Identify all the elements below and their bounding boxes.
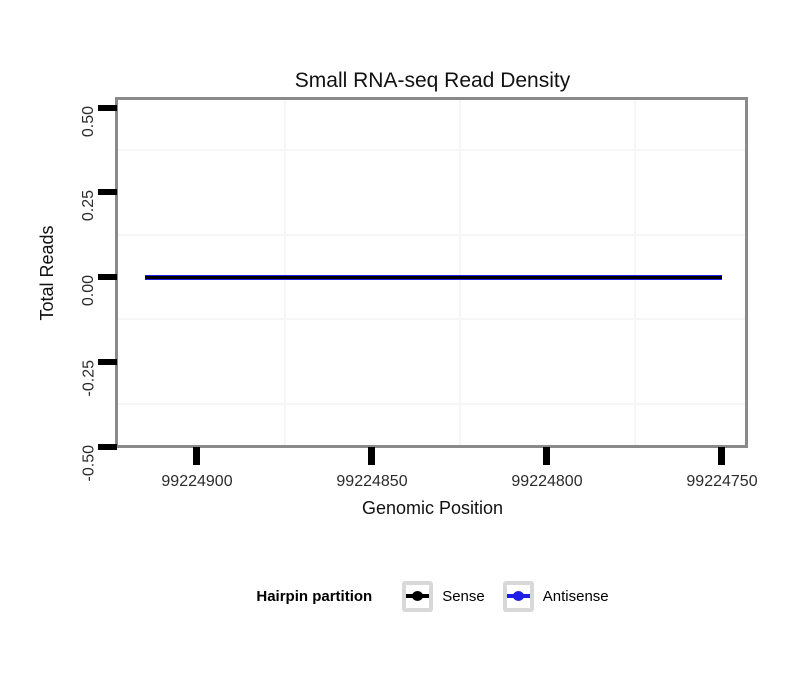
legend-item-antisense: Antisense bbox=[502, 580, 609, 612]
legend-key-dot bbox=[412, 591, 424, 601]
series-line-sense bbox=[144, 275, 722, 279]
minor-gridline-horizontal bbox=[118, 233, 745, 236]
y-axis-tick bbox=[98, 189, 117, 196]
panel-border bbox=[115, 97, 748, 448]
legend-title: Hairpin partition bbox=[256, 587, 373, 605]
chart-title: Small RNA-seq Read Density bbox=[294, 69, 571, 92]
y-axis-title: Total Reads bbox=[37, 225, 57, 321]
x-tick-label: 99224900 bbox=[161, 473, 233, 490]
legend: Hairpin partition Sense Antisense bbox=[117, 580, 748, 612]
y-tick-label: 0.50 bbox=[80, 105, 97, 137]
y-tick-label: -0.25 bbox=[80, 359, 97, 397]
legend-item-sense: Sense bbox=[402, 580, 485, 612]
minor-gridline-vertical bbox=[458, 100, 461, 445]
y-axis-tick bbox=[98, 358, 117, 365]
x-axis-title: Genomic Position bbox=[361, 498, 504, 518]
x-axis-tick bbox=[718, 447, 725, 465]
x-axis-tick bbox=[543, 447, 550, 465]
x-axis-tick bbox=[368, 447, 375, 465]
x-tick-label: 99224750 bbox=[686, 473, 758, 490]
legend-key-antisense-icon bbox=[502, 580, 534, 612]
minor-gridline-horizontal bbox=[118, 403, 745, 406]
y-axis-tick bbox=[98, 443, 117, 450]
y-axis-tick bbox=[98, 104, 117, 111]
y-tick-label: 0.00 bbox=[80, 275, 97, 307]
y-tick-label: 0.25 bbox=[80, 190, 97, 222]
minor-gridline-horizontal bbox=[118, 148, 745, 151]
y-axis-tick bbox=[98, 274, 117, 280]
minor-gridline-vertical bbox=[283, 100, 286, 445]
x-axis-tick bbox=[193, 447, 200, 465]
minor-gridline-vertical bbox=[633, 100, 636, 445]
minor-gridline-horizontal bbox=[118, 318, 745, 321]
y-tick-label: -0.50 bbox=[80, 444, 97, 481]
legend-key-dot bbox=[512, 591, 524, 601]
x-tick-label: 99224850 bbox=[336, 473, 408, 490]
legend-label-sense: Sense bbox=[442, 587, 485, 605]
legend-key-sense-icon bbox=[402, 580, 434, 612]
legend-label-antisense: Antisense bbox=[542, 587, 609, 605]
x-tick-label: 99224800 bbox=[511, 473, 583, 490]
